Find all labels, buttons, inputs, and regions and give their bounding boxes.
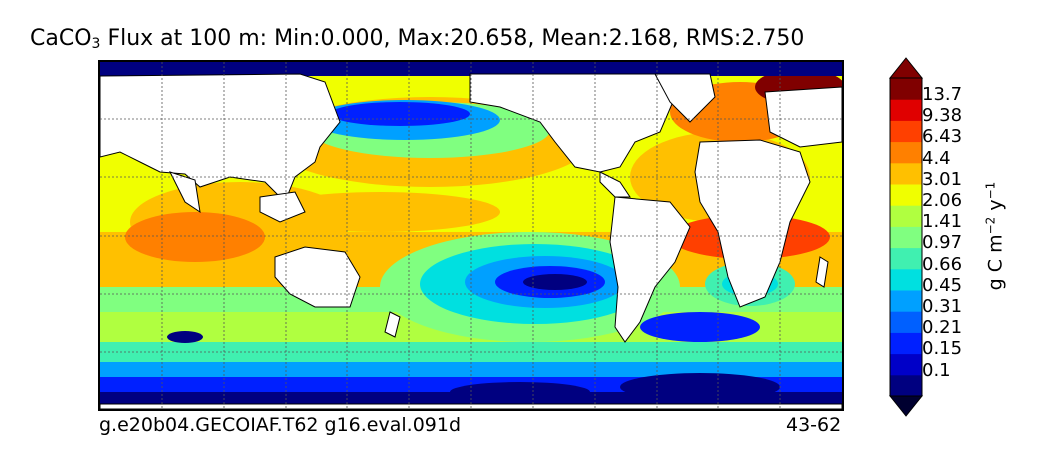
colorbar-outline bbox=[889, 77, 923, 397]
colorbar-segment bbox=[890, 184, 922, 206]
colorbar-segment bbox=[890, 374, 922, 397]
africa-land bbox=[694, 139, 811, 308]
unit-mid: y bbox=[984, 199, 1007, 217]
south-america-land bbox=[609, 196, 691, 343]
colorbar-tick-label: 3.01 bbox=[922, 168, 963, 190]
arctic-band bbox=[100, 62, 842, 76]
colorbar-tick-label: 0.21 bbox=[922, 317, 963, 339]
colorbar bbox=[888, 57, 924, 417]
map-title: CaCO3 Flux at 100 m: Min:0.000, Max:20.6… bbox=[30, 26, 804, 52]
title-prefix: CaCO bbox=[30, 26, 92, 51]
weddell-sea-patch bbox=[620, 373, 780, 401]
asia-land bbox=[100, 73, 341, 203]
year-range: 43-62 bbox=[786, 414, 842, 436]
greenland-land bbox=[654, 73, 716, 123]
madagascar-land bbox=[815, 256, 829, 288]
colorbar-segment bbox=[890, 311, 922, 333]
colorbar-segment bbox=[890, 205, 922, 227]
south-atlantic-front bbox=[640, 312, 760, 342]
southeast-asia-land bbox=[259, 191, 306, 223]
colorbar-segment bbox=[890, 162, 922, 185]
colorbar-tick-label: 0.97 bbox=[922, 232, 963, 254]
colorbar-tick-label: 0.66 bbox=[922, 253, 963, 275]
unit-exp-time: −1 bbox=[983, 181, 998, 200]
central-america-land bbox=[599, 171, 631, 198]
australia-land bbox=[274, 246, 361, 308]
indian-ocean-peak bbox=[125, 212, 265, 262]
colorbar-segment bbox=[890, 332, 922, 355]
flux-map bbox=[100, 62, 842, 409]
colorbar-segment bbox=[890, 226, 922, 249]
colorbar-tick-label: 2.06 bbox=[922, 190, 963, 211]
colorbar-min-arrow bbox=[888, 395, 924, 417]
europe-land bbox=[764, 86, 842, 148]
india-land bbox=[169, 171, 201, 214]
colorbar-segment bbox=[890, 353, 922, 376]
title-subscript: 3 bbox=[91, 36, 101, 52]
case-name: g.e20b04.GECOIAF.T62 g16.eval.091d bbox=[99, 414, 462, 436]
colorbar-unit-label: g C m−2 y−1 bbox=[983, 182, 1006, 291]
ross-sea-patch bbox=[450, 382, 590, 402]
colorbar-segment bbox=[890, 268, 922, 291]
colorbar-tick-label: 13.7 bbox=[922, 84, 963, 105]
colorbar-tick-label: 0.31 bbox=[922, 296, 963, 317]
unit-base: g C m bbox=[984, 234, 1007, 291]
south-pacific-core bbox=[523, 274, 587, 290]
colorbar-tick-label: 9.38 bbox=[922, 105, 963, 127]
new-zealand-land bbox=[384, 311, 401, 338]
unit-exp-area: −2 bbox=[983, 216, 998, 235]
title-text: Flux at 100 m: Min:0.000, Max:20.658, Me… bbox=[100, 26, 805, 51]
colorbar-segment bbox=[890, 247, 922, 270]
colorbar-max-arrow bbox=[888, 57, 924, 79]
colorbar-tick-label: 1.41 bbox=[922, 211, 963, 233]
colorbar-tick-label: 4.4 bbox=[922, 147, 951, 169]
sub-antarctic-patch bbox=[167, 331, 203, 343]
graticule bbox=[100, 62, 842, 409]
colorbar-tick-label: 0.45 bbox=[922, 274, 963, 296]
north-pacific-blue bbox=[330, 102, 470, 126]
colorbar-tick-label: 0.1 bbox=[922, 359, 951, 381]
colorbar-tick-label: 6.43 bbox=[922, 126, 963, 148]
map-panel bbox=[98, 60, 844, 411]
colorbar-segment bbox=[890, 141, 922, 164]
colorbar-segment bbox=[890, 78, 922, 100]
pacific-equatorial-high bbox=[260, 192, 500, 232]
colorbar-tick-label: 0.15 bbox=[922, 338, 963, 360]
colorbar-segment bbox=[890, 99, 922, 121]
colorbar-segment bbox=[890, 120, 922, 143]
colorbar-segment bbox=[890, 290, 922, 312]
colorbar-labels: 13.7 9.38 6.43 4.4 3.01 2.06 1.41 0.97 0.66 0.45 0… bbox=[922, 78, 982, 380]
